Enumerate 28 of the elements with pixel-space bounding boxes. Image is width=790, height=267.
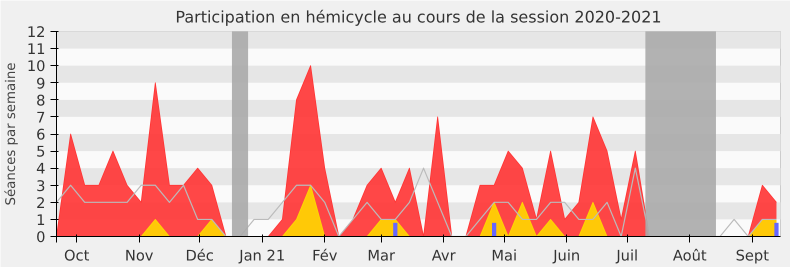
x-tick-label: Mar: [367, 248, 396, 264]
y-tick-label: 9: [36, 75, 46, 92]
y-tick-label: 0: [36, 229, 46, 246]
y-axis-title: Séances par semaine: [4, 62, 19, 206]
chart-title: Participation en hémicycle au cours de la session 2020-2021: [175, 8, 662, 26]
x-tick-label: Juin: [552, 248, 580, 264]
y-tick-label: 11: [26, 41, 46, 58]
x-tick-label: Mai: [491, 248, 518, 264]
x-tick-label: Oct: [64, 248, 90, 264]
y-tick-label: 7: [36, 109, 46, 126]
line-series: [56, 168, 778, 236]
y-tick-label: 8: [36, 92, 46, 110]
x-tick-label: Sept: [736, 248, 770, 264]
y-tick-label: 2: [36, 194, 46, 212]
y-tick-label: 5: [36, 144, 46, 161]
y-tick-label: 4: [36, 160, 46, 178]
x-tick-label: Juil: [615, 248, 638, 264]
x-tick-label: Déc: [186, 248, 214, 264]
y-tick-label: 1: [36, 212, 46, 229]
y-tick-label: 3: [36, 178, 46, 195]
x-tick-label: Avr: [432, 248, 457, 264]
y-tick-label: 12: [26, 24, 46, 41]
y-tick-label: 10: [26, 58, 46, 76]
x-tick-label: Jan 21: [238, 248, 286, 264]
x-tick-label: Fév: [312, 248, 338, 264]
x-tick-label: Août: [672, 248, 707, 264]
y-tick-label: 6: [36, 126, 46, 144]
x-tick-label: Nov: [124, 248, 154, 264]
